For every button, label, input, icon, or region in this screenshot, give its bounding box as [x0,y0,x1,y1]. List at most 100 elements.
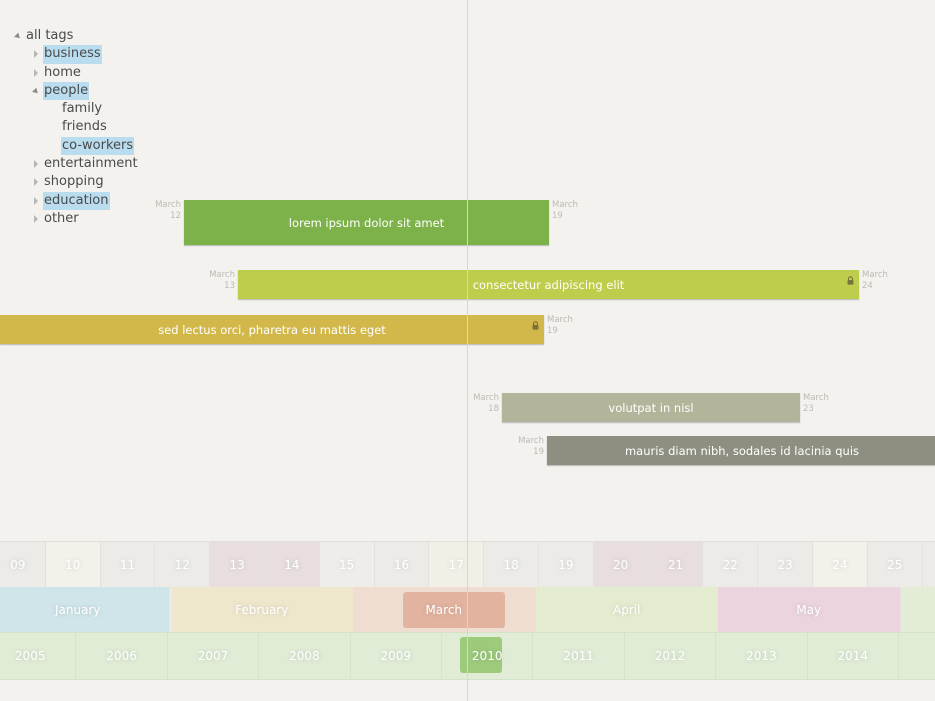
day-cell[interactable]: 25 [867,542,923,588]
year-cell[interactable] [899,633,935,679]
day-cell[interactable]: 24 [813,542,868,588]
event-start-date: March 13 [209,270,235,292]
end-day: 19 [547,326,558,336]
start-day: 19 [533,447,544,457]
event-title: volutpat in nisl [608,400,694,415]
year-label: 2012 [654,649,686,663]
start-month: March [209,270,235,280]
year-cell[interactable]: 2014 [808,633,899,679]
year-label: 2010 [471,649,503,663]
month-selector[interactable] [403,592,505,628]
year-cell[interactable]: 2012 [625,633,717,679]
end-month: March [862,270,888,280]
year-cell[interactable]: 2010 [442,633,534,679]
event-bar[interactable]: consectetur adipiscing elit [238,270,859,299]
year-cell[interactable]: 2007 [168,633,260,679]
collapsed-triangle-icon[interactable] [34,68,38,77]
lock-icon [532,319,539,330]
tag-label: entertainment [44,156,138,172]
expanded-triangle-icon[interactable] [32,87,40,96]
end-month: March [803,393,829,403]
day-label: 17 [448,558,464,572]
day-cell[interactable]: 15 [319,542,375,588]
month-scale[interactable]: January February March April May [0,587,935,632]
year-label: 2014 [837,649,869,663]
day-label: 15 [339,558,355,572]
end-day: 24 [862,281,873,291]
day-cell[interactable]: 10 [45,542,101,588]
end-day: 23 [803,404,814,414]
year-cell[interactable]: 2006 [76,633,168,679]
month-cell[interactable]: April [536,587,719,632]
day-cell[interactable]: 11 [100,542,156,588]
tag-label: business [43,45,102,64]
month-cell[interactable]: January [0,587,170,632]
event-end-date: March 23 [803,393,829,415]
day-label: 12 [174,558,190,572]
year-cell[interactable]: 2013 [716,633,808,679]
event-title: lorem ipsum dolor sit amet [288,215,445,230]
day-cell[interactable]: 16 [374,542,430,588]
year-cell[interactable]: 2008 [259,633,351,679]
current-date-line [467,0,468,701]
day-cell[interactable]: 17 [429,542,485,588]
year-cell[interactable]: 2011 [533,633,625,679]
day-cell[interactable]: 20 [593,542,649,588]
start-month: March [518,436,544,446]
month-cell[interactable]: May [718,587,901,632]
month-cell[interactable] [901,587,935,632]
day-label: 16 [393,558,410,572]
day-label: 18 [503,558,519,572]
day-cell[interactable]: 14 [265,542,320,588]
event-start-date: March 12 [155,200,181,222]
event-bar[interactable]: lorem ipsum dolor sit amet [184,200,549,245]
day-cell[interactable]: 19 [539,542,594,588]
event-bar[interactable]: sed lectus orci, pharetra eu mattis eget [0,315,544,344]
tag-label: other [44,210,79,226]
tag-label: family [62,101,103,117]
year-label: 2013 [746,649,777,663]
day-cell[interactable]: 23 [758,542,813,588]
collapsed-triangle-icon[interactable] [34,178,38,187]
event-bar[interactable]: mauris diam nibh, sodales id lacinia qui… [547,436,935,465]
collapsed-triangle-icon[interactable] [34,160,38,169]
year-label: 2008 [289,649,320,663]
tag-label: all tags [26,28,74,43]
tag-label: education [43,191,110,210]
year-cell[interactable]: 2009 [351,633,442,679]
month-label: May [796,602,822,617]
expanded-triangle-icon[interactable] [14,32,22,41]
event-end-date: March 19 [552,200,578,222]
day-cell[interactable]: 21 [648,542,704,588]
day-label: 19 [558,558,574,572]
event-title: sed lectus orci, pharetra eu mattis eget [158,322,386,337]
month-label: April [613,602,641,617]
day-label: 10 [65,558,81,572]
day-label: 09 [10,558,26,572]
end-day: 19 [552,211,563,221]
event-title: mauris diam nibh, sodales id lacinia qui… [624,443,860,458]
day-label: 21 [667,558,684,572]
day-cell[interactable] [922,542,935,588]
day-cell[interactable]: 22 [703,542,759,588]
day-cell[interactable]: 12 [155,542,211,588]
tag-label: co-workers [61,136,135,156]
collapsed-triangle-icon[interactable] [34,214,38,223]
event-end-date: March 24 [862,270,888,292]
tag-label: shopping [44,174,104,190]
collapsed-triangle-icon[interactable] [34,50,38,59]
tag-label: friends [62,119,107,135]
month-cell[interactable]: March [353,587,536,632]
tag-label: home [44,64,81,80]
collapsed-triangle-icon[interactable] [34,196,38,205]
month-label: February [235,602,289,617]
year-cell[interactable]: 2005 [0,633,77,679]
year-label: 2011 [563,649,594,663]
year-label: 2006 [106,649,137,663]
start-month: March [155,200,181,210]
event-bar[interactable]: volutpat in nisl [502,393,800,422]
day-cell[interactable]: 13 [210,542,265,588]
day-cell[interactable]: 09 [0,542,46,588]
day-cell[interactable]: 18 [484,542,539,588]
month-cell[interactable]: February [171,587,354,632]
